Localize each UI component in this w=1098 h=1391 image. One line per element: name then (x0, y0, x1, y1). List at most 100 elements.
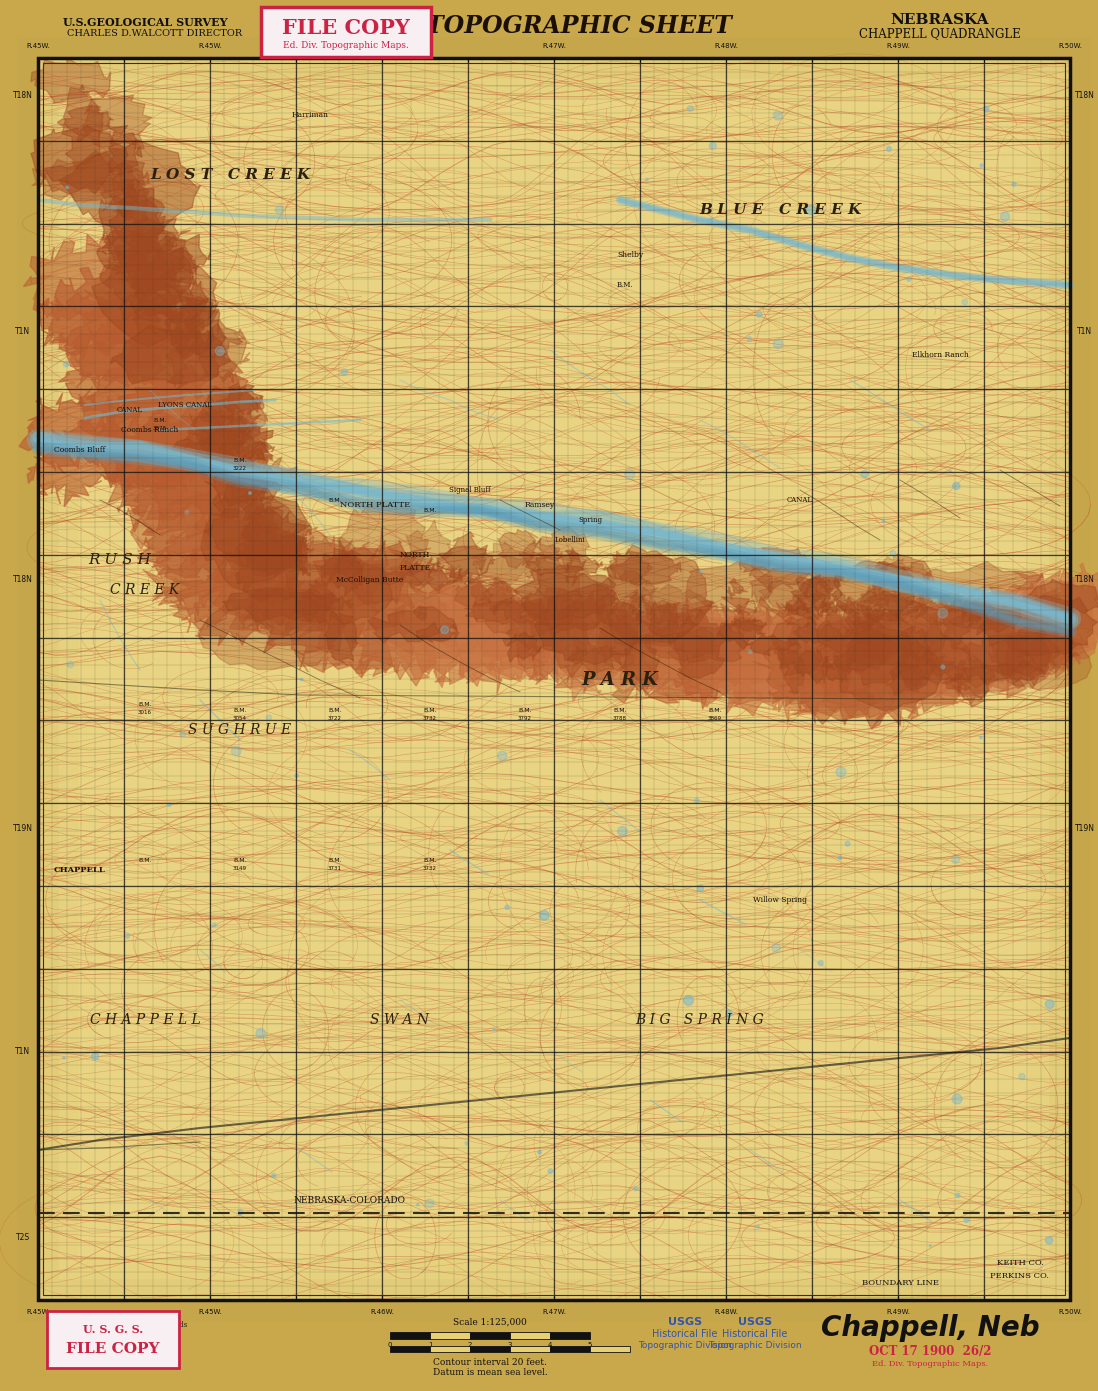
Point (937, 669, 954, 691)
Point (708, 193, 726, 216)
Point (531, 1099, 549, 1121)
Point (606, 915, 624, 938)
Point (576, 419, 594, 441)
Point (586, 956, 604, 978)
Point (408, 926, 426, 949)
Point (716, 232, 733, 255)
Point (391, 1259, 408, 1281)
Point (695, 1070, 713, 1092)
Point (267, 300, 284, 323)
Point (226, 654, 244, 676)
Point (762, 986, 780, 1008)
Point (257, 353, 274, 376)
Point (919, 1205, 937, 1227)
Point (378, 280, 395, 302)
Point (300, 1134, 317, 1156)
Point (141, 1088, 158, 1110)
Point (712, 568, 729, 590)
Point (626, 1036, 643, 1059)
Point (855, 287, 873, 309)
Point (318, 974, 336, 996)
Point (238, 757, 256, 779)
Point (138, 103, 156, 125)
Point (49, 292, 67, 314)
Point (441, 981, 459, 1003)
Point (536, 917, 553, 939)
Point (327, 282, 345, 305)
Point (221, 193, 238, 216)
Point (451, 483, 469, 505)
Point (1042, 146, 1060, 168)
Point (1005, 1079, 1022, 1102)
Point (1052, 581, 1069, 604)
Point (822, 519, 840, 541)
Point (1012, 153, 1030, 175)
Point (914, 1207, 931, 1230)
Point (892, 638, 909, 661)
Point (654, 946, 672, 968)
Point (972, 1161, 989, 1184)
Point (864, 964, 882, 986)
Point (594, 611, 612, 633)
Point (321, 618, 338, 640)
Point (494, 818, 512, 840)
Point (527, 1100, 545, 1123)
Point (888, 785, 906, 807)
Point (864, 408, 882, 430)
Point (963, 211, 981, 234)
Point (972, 473, 989, 495)
Point (133, 541, 150, 563)
Point (298, 817, 315, 839)
Point (436, 359, 453, 381)
Point (205, 568, 223, 590)
Point (631, 563, 649, 586)
Point (959, 324, 976, 346)
Point (358, 835, 376, 857)
Point (66, 1148, 83, 1170)
Point (330, 199, 348, 221)
Point (413, 1118, 430, 1141)
Point (1007, 936, 1024, 958)
Point (996, 135, 1013, 157)
Point (960, 805, 977, 828)
Point (923, 371, 941, 394)
Point (291, 616, 309, 638)
Point (93, 423, 111, 445)
Point (758, 983, 775, 1006)
Point (1061, 93, 1078, 115)
Point (967, 541, 985, 563)
Point (372, 1010, 390, 1032)
Point (551, 83, 569, 106)
Point (69, 697, 87, 719)
Point (206, 1167, 224, 1189)
Point (460, 234, 478, 256)
Point (804, 825, 821, 847)
Point (374, 1260, 392, 1283)
Point (323, 416, 340, 438)
Point (996, 174, 1013, 196)
Point (199, 627, 216, 650)
Point (657, 1251, 674, 1273)
Point (640, 843, 658, 865)
Point (942, 694, 960, 716)
Point (392, 274, 410, 296)
Point (879, 616, 897, 638)
Point (937, 708, 954, 730)
Point (690, 369, 707, 391)
Point (941, 842, 959, 864)
Point (899, 867, 917, 889)
Point (967, 1193, 985, 1216)
Point (551, 759, 569, 782)
Point (219, 693, 236, 715)
Point (130, 328, 147, 351)
Point (321, 1284, 338, 1306)
Point (997, 1185, 1015, 1207)
Point (168, 313, 186, 335)
Point (820, 331, 838, 353)
Point (232, 1200, 249, 1223)
Point (909, 451, 927, 473)
Point (759, 431, 776, 453)
Point (694, 479, 712, 501)
Point (229, 232, 247, 255)
Point (706, 74, 724, 96)
